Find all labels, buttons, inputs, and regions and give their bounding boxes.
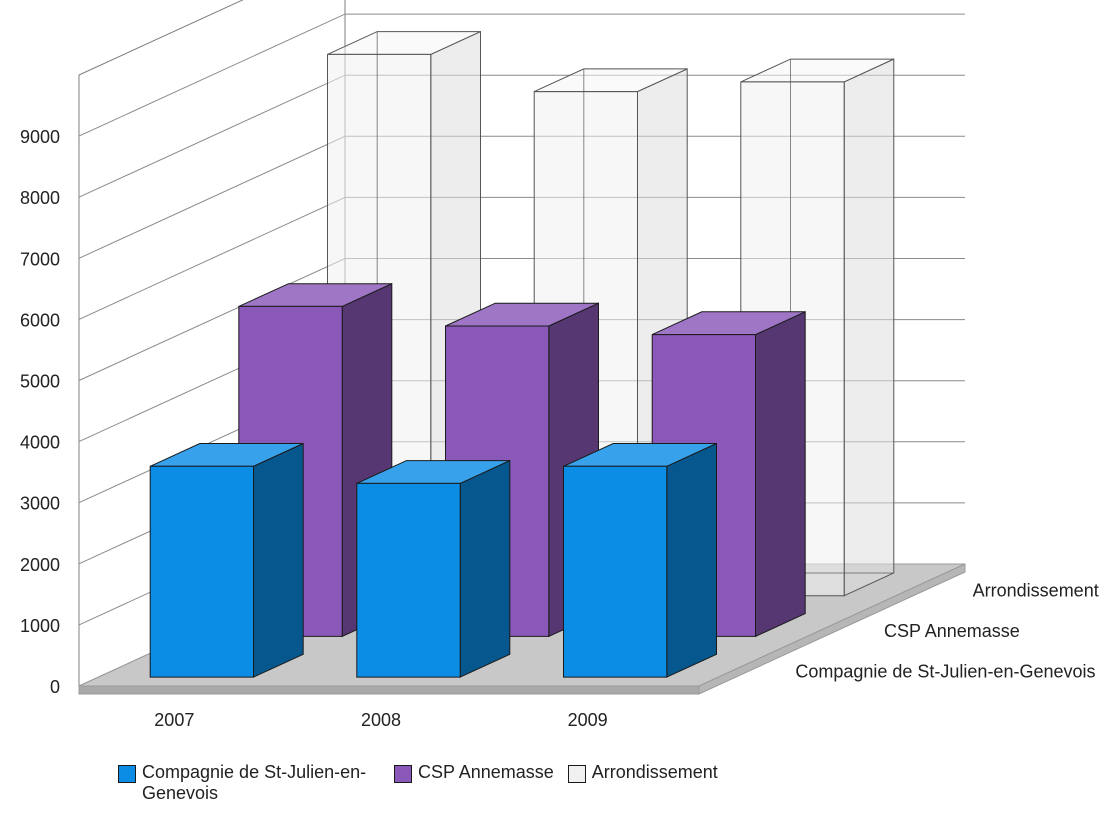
legend-label-csp: CSP Annemasse: [418, 762, 554, 782]
legend-label-arrondissement: Arrondissement: [591, 762, 718, 782]
bar-compagnie-de-st-julien-en-genevois-2009: [563, 442, 717, 678]
y-tick-label: 8000: [20, 188, 60, 208]
x-tick-label: 2007: [154, 710, 194, 730]
y-tick-label: 0: [50, 677, 60, 697]
y-tick-label: 5000: [20, 372, 60, 392]
y-tick-label: 4000: [20, 433, 60, 453]
y-tick-label: 1000: [20, 616, 60, 636]
legend-item-arrondissement: Arrondissement: [567, 762, 718, 783]
legend-swatch-compagnie: [118, 765, 136, 783]
legend-item-csp: CSP Annemasse: [394, 762, 554, 783]
y-tick-label: 2000: [20, 555, 60, 575]
x-tick-label: 2008: [361, 710, 401, 730]
gridline: [78, 13, 965, 137]
y-tick-label: 3000: [20, 494, 60, 514]
chart-bars: [149, 30, 895, 678]
y-tick-label: 9000: [20, 127, 60, 147]
bar-compagnie-de-st-julien-en-genevois-2008: [356, 459, 511, 678]
floor-front-edge: [78, 685, 700, 695]
y-tick-label: 6000: [20, 310, 60, 330]
floor-side-edge: [698, 563, 966, 695]
legend-swatch-csp: [394, 765, 412, 783]
series-depth-label: Arrondissement: [973, 580, 1099, 600]
legend-swatch-arrondissement: [567, 765, 586, 783]
legend-item-compagnie: Compagnie de St-Julien-en-Genevois: [118, 762, 380, 804]
legend: Compagnie de St-Julien-en-Genevois CSP A…: [118, 762, 718, 804]
series-depth-label: Compagnie de St-Julien-en-Genevois: [795, 662, 1095, 682]
chart-labels: 0 1000 2000 3000 4000 5000 6000 7000 8000 9000 200…: [20, 127, 1099, 730]
x-tick-label: 2009: [568, 710, 608, 730]
series-depth-label: CSP Annemasse: [884, 621, 1020, 641]
y-tick-label: 7000: [20, 249, 60, 269]
legend-label-compagnie: Compagnie de St-Julien-en-Genevois: [142, 762, 367, 803]
bar-compagnie-de-st-julien-en-genevois-2007: [149, 442, 304, 678]
